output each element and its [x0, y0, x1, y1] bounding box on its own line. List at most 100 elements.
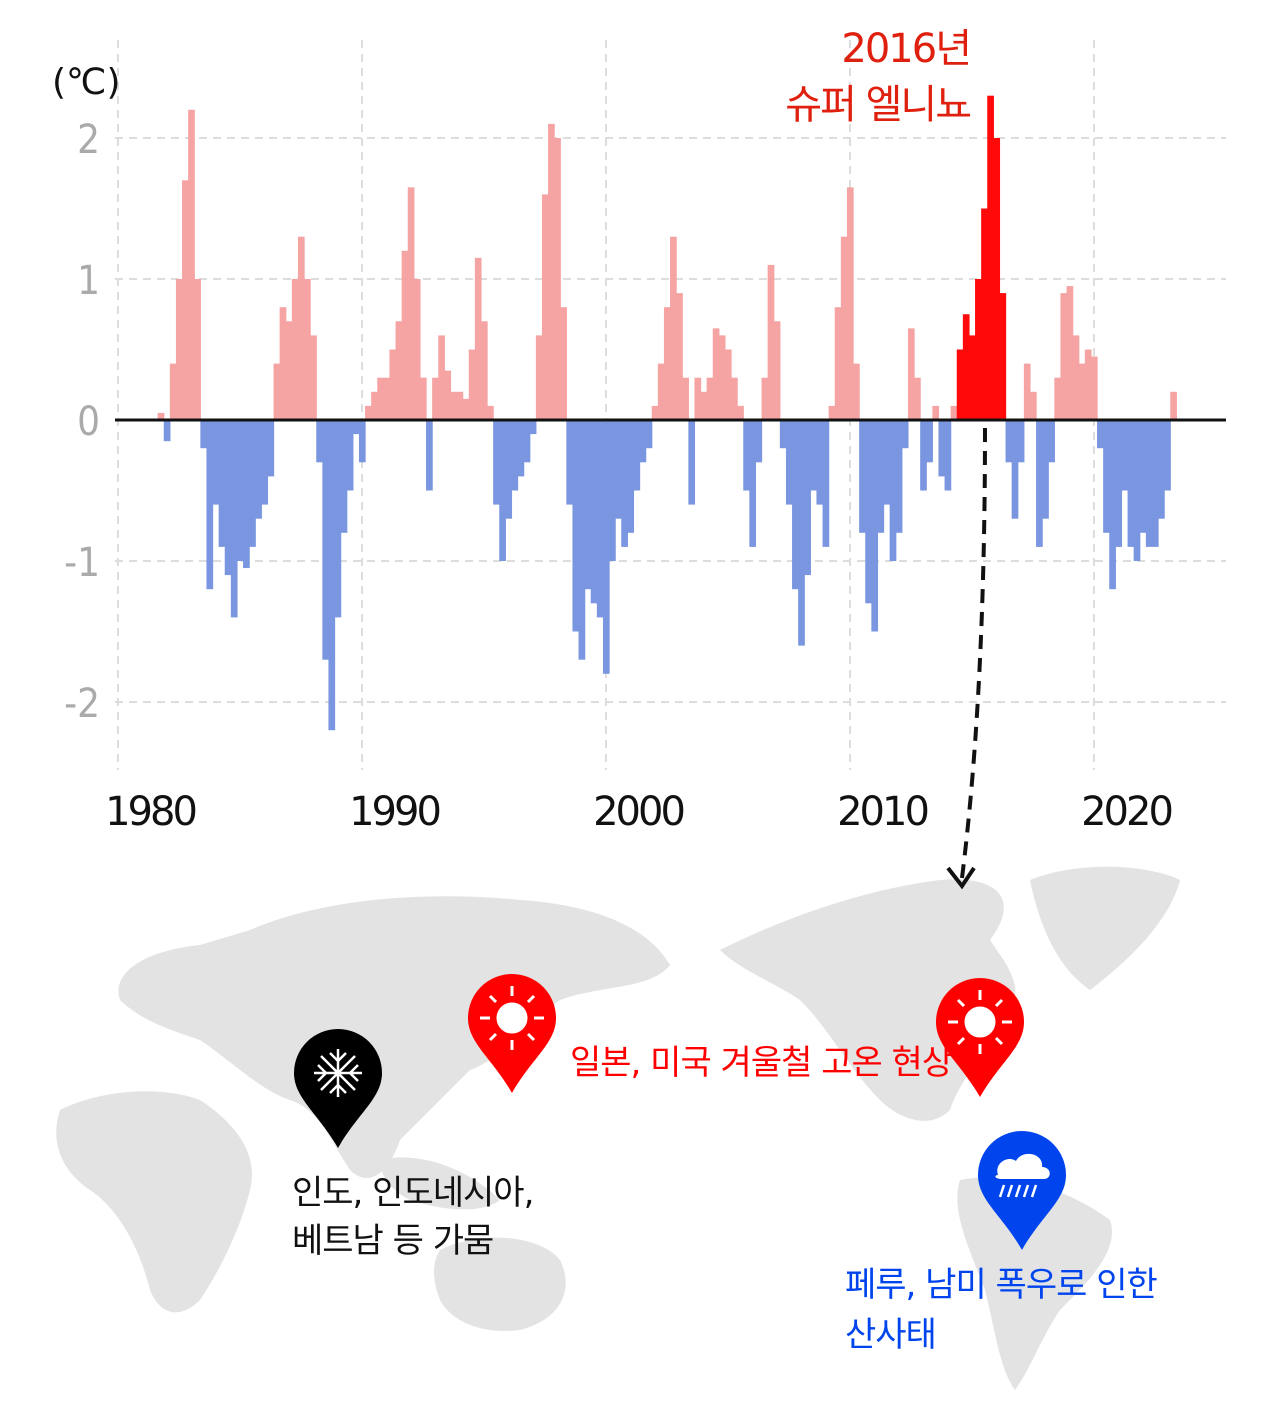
- bar: [889, 420, 897, 561]
- bar: [273, 363, 281, 420]
- bar: [602, 420, 610, 674]
- bar: [639, 420, 647, 463]
- bar: [480, 321, 488, 420]
- bar: [358, 420, 366, 463]
- bar: [487, 405, 494, 420]
- bar: [798, 420, 805, 646]
- y-tick-label: 2: [77, 117, 100, 163]
- bar: [1139, 420, 1147, 533]
- bar: [944, 420, 952, 491]
- bar: [932, 405, 940, 420]
- bar: [1115, 420, 1123, 547]
- bar: [206, 420, 214, 590]
- bar: [706, 377, 714, 420]
- bar: [517, 420, 525, 477]
- bar: [694, 377, 702, 420]
- marker-japan[interactable]: [468, 974, 556, 1093]
- label-japan-us: 일본, 미국 겨울철 고온 현상: [570, 1043, 953, 1083]
- bar: [468, 349, 476, 420]
- x-tick-label: 1990: [349, 789, 439, 835]
- bar: [413, 279, 421, 420]
- bar: [255, 420, 262, 519]
- bar: [688, 420, 696, 505]
- bar: [749, 420, 757, 547]
- australia: [434, 1237, 566, 1331]
- bar: [627, 420, 635, 533]
- sun-icon: [948, 990, 1012, 1054]
- bar: [1103, 420, 1110, 533]
- bar: [291, 279, 299, 420]
- bar: [993, 138, 1001, 420]
- bar: [981, 208, 988, 420]
- marker-asia[interactable]: [294, 1029, 382, 1148]
- bar: [493, 420, 500, 505]
- bar: [999, 293, 1007, 420]
- bar: [1060, 293, 1068, 420]
- bar: [926, 420, 933, 463]
- bar: [328, 420, 336, 731]
- bar: [773, 321, 781, 420]
- bar: [541, 194, 549, 420]
- bar: [1127, 420, 1135, 547]
- bar: [755, 420, 763, 463]
- bar: [389, 349, 397, 420]
- bar: [920, 420, 927, 491]
- label-asia-line1: 인도, 인도네시아,: [292, 1173, 534, 1213]
- bar: [346, 420, 354, 491]
- bar: [914, 377, 921, 420]
- bar: [1072, 335, 1080, 420]
- bar: [1145, 420, 1153, 547]
- marker-peru[interactable]: [978, 1131, 1066, 1250]
- bar: [621, 420, 628, 547]
- bar: [950, 405, 958, 420]
- bar: [956, 349, 964, 420]
- bar: [859, 420, 866, 533]
- bar: [529, 420, 537, 435]
- bar: [1066, 286, 1074, 420]
- bar: [450, 391, 458, 420]
- bar: [157, 412, 165, 420]
- bar: [444, 370, 452, 420]
- y-tick-label: 0: [77, 399, 100, 445]
- bar: [249, 420, 256, 547]
- x-tick-label: 2020: [1081, 789, 1171, 835]
- bar: [316, 420, 323, 463]
- continents: [56, 866, 1180, 1390]
- bar: [432, 377, 439, 420]
- bar: [1023, 363, 1031, 420]
- bar: [310, 335, 317, 420]
- bar: [194, 279, 201, 420]
- bar: [938, 420, 946, 477]
- bar: [1158, 420, 1165, 519]
- bars: [157, 95, 1177, 731]
- bar: [560, 307, 567, 420]
- bar: [267, 420, 275, 477]
- bar: [700, 391, 708, 420]
- bar: [365, 405, 372, 420]
- greenland: [1030, 866, 1180, 990]
- bar: [200, 420, 208, 449]
- bar: [236, 420, 244, 561]
- bar: [401, 250, 409, 420]
- bar: [828, 405, 836, 420]
- bar: [572, 420, 580, 632]
- bar: [877, 420, 885, 533]
- bar: [279, 307, 287, 420]
- bar: [609, 420, 616, 561]
- y-tick-label: 1: [77, 258, 100, 304]
- bar: [822, 420, 830, 547]
- marker-us[interactable]: [936, 978, 1024, 1097]
- bar: [535, 335, 543, 420]
- bar: [895, 420, 903, 533]
- bar: [712, 328, 720, 420]
- bar: [182, 180, 189, 420]
- bar: [663, 307, 671, 420]
- bar: [615, 420, 622, 519]
- bar: [285, 321, 293, 420]
- bar: [395, 321, 403, 420]
- bar: [218, 420, 226, 547]
- south-america: [957, 1177, 1112, 1390]
- north-america: [720, 879, 1016, 1121]
- bar: [743, 420, 750, 491]
